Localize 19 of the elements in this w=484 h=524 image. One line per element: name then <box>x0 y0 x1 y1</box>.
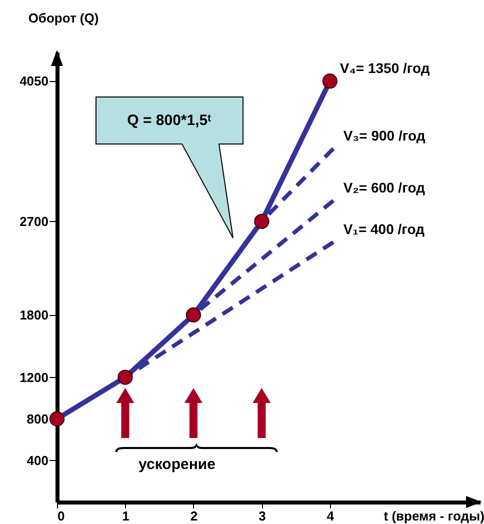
y-tick-label: 1200 <box>20 370 48 385</box>
x-tick-label: 4 <box>326 508 335 524</box>
series-label: V₄= 1350 /год <box>340 60 430 76</box>
x-tick-label: 1 <box>122 508 130 524</box>
y-tick-label: 1800 <box>20 307 48 322</box>
y-tick-label: 2700 <box>20 214 48 229</box>
x-tick-label: 2 <box>190 508 198 524</box>
series-label: V₁= 400 /год <box>343 221 425 238</box>
series-label: V₂= 600 /год <box>343 180 426 196</box>
y-tick-label: 4050 <box>20 74 48 89</box>
annotation: ускорение <box>138 456 216 473</box>
annotation: Q = 800*1,5ᵗ <box>127 112 212 129</box>
x-tick-label: 0 <box>58 508 65 524</box>
x-axis-title: t (время - годы) <box>384 508 484 524</box>
series-label: V₃= 900 /год <box>343 128 426 144</box>
y-tick-label: 800 <box>26 411 48 426</box>
y-tick-label: 400 <box>26 452 48 468</box>
x-tick-label: 3 <box>258 508 266 524</box>
y-axis-title: Оборот (Q) <box>28 10 99 26</box>
